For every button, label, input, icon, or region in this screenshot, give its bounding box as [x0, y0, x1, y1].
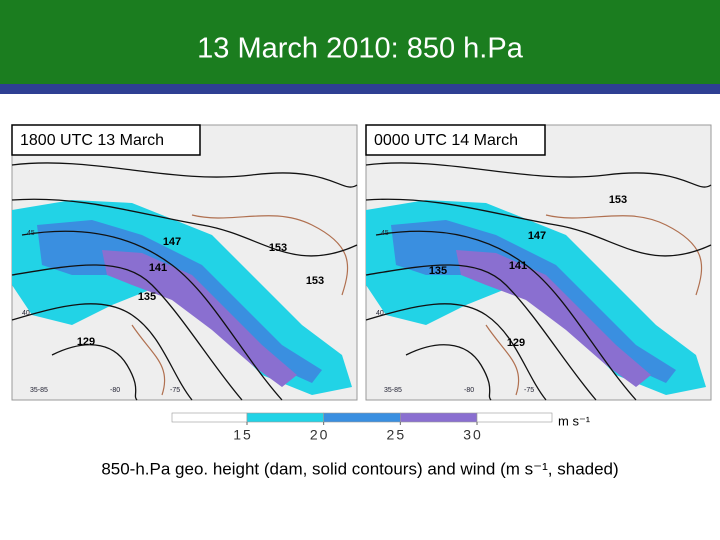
panel-label: 0000 UTC 14 March — [374, 132, 518, 149]
map-panel: 153 147 141 135 129 45 40 35-85 -80 -75 0000 UTC 1… — [365, 124, 712, 401]
map-panel: 147 153 141 153 135 129 45 40 35-85 -80 -75 1800 UT… — [11, 124, 358, 401]
height-contour — [365, 303, 547, 401]
colorbar-tick-label: 25 — [387, 427, 407, 443]
colorbar-segment — [323, 412, 401, 423]
colorbar-segment — [171, 412, 248, 423]
contour-label: 141 — [149, 262, 167, 274]
contour-label: 135 — [429, 265, 447, 277]
lat-label: 45 — [27, 230, 35, 237]
height-contour — [365, 264, 597, 401]
header-bar — [0, 0, 720, 84]
contour-label: 135 — [138, 291, 156, 303]
lon-label: -80 — [464, 387, 474, 394]
lon-label: 35-85 — [384, 387, 402, 394]
contour-label: 147 — [528, 230, 546, 242]
height-contour — [11, 162, 358, 188]
height-contour — [21, 230, 283, 401]
height-contour — [405, 344, 492, 401]
lon-label: -75 — [170, 387, 180, 394]
colorbar-unit: m s⁻¹ — [558, 413, 591, 428]
contour-label: 153 — [609, 194, 627, 206]
panel-label: 1800 UTC 13 March — [20, 132, 164, 149]
lon-label: -80 — [110, 387, 120, 394]
lat-label: 45 — [381, 230, 389, 237]
contour-label: 153 — [269, 242, 287, 254]
height-contour — [375, 230, 637, 401]
lon-label: 35-85 — [30, 387, 48, 394]
height-contour — [365, 198, 712, 257]
height-contour — [51, 344, 138, 401]
contour-label: 129 — [507, 337, 525, 349]
colorbar-segment — [246, 412, 324, 423]
contour-label: 129 — [77, 336, 95, 348]
slide-title: 13 March 2010: 850 h.Pa — [197, 33, 524, 65]
panel-label-box — [11, 124, 201, 156]
height-contour — [11, 264, 243, 401]
lon-label: -75 — [524, 387, 534, 394]
height-contour — [365, 162, 712, 188]
lat-label: 40 — [376, 310, 384, 317]
colorbar-tick-label: 20 — [310, 427, 330, 443]
coastline — [131, 214, 349, 396]
caption: 850-h.Pa geo. height (dam, solid contour… — [101, 459, 618, 478]
colorbar-segment — [476, 412, 553, 423]
contour-label: 153 — [306, 275, 324, 287]
colorbar-tick-label: 30 — [463, 427, 483, 443]
coastline — [485, 214, 703, 396]
contour-label: 147 — [163, 236, 181, 248]
height-contour — [11, 198, 358, 257]
colorbar-tick-label: 15 — [233, 427, 253, 443]
contour-label: 141 — [509, 260, 527, 272]
panel-label-box — [365, 124, 546, 156]
colorbar-segment — [400, 412, 478, 423]
lat-label: 40 — [22, 310, 30, 317]
header-stripe — [0, 84, 720, 94]
height-contour — [11, 303, 193, 401]
